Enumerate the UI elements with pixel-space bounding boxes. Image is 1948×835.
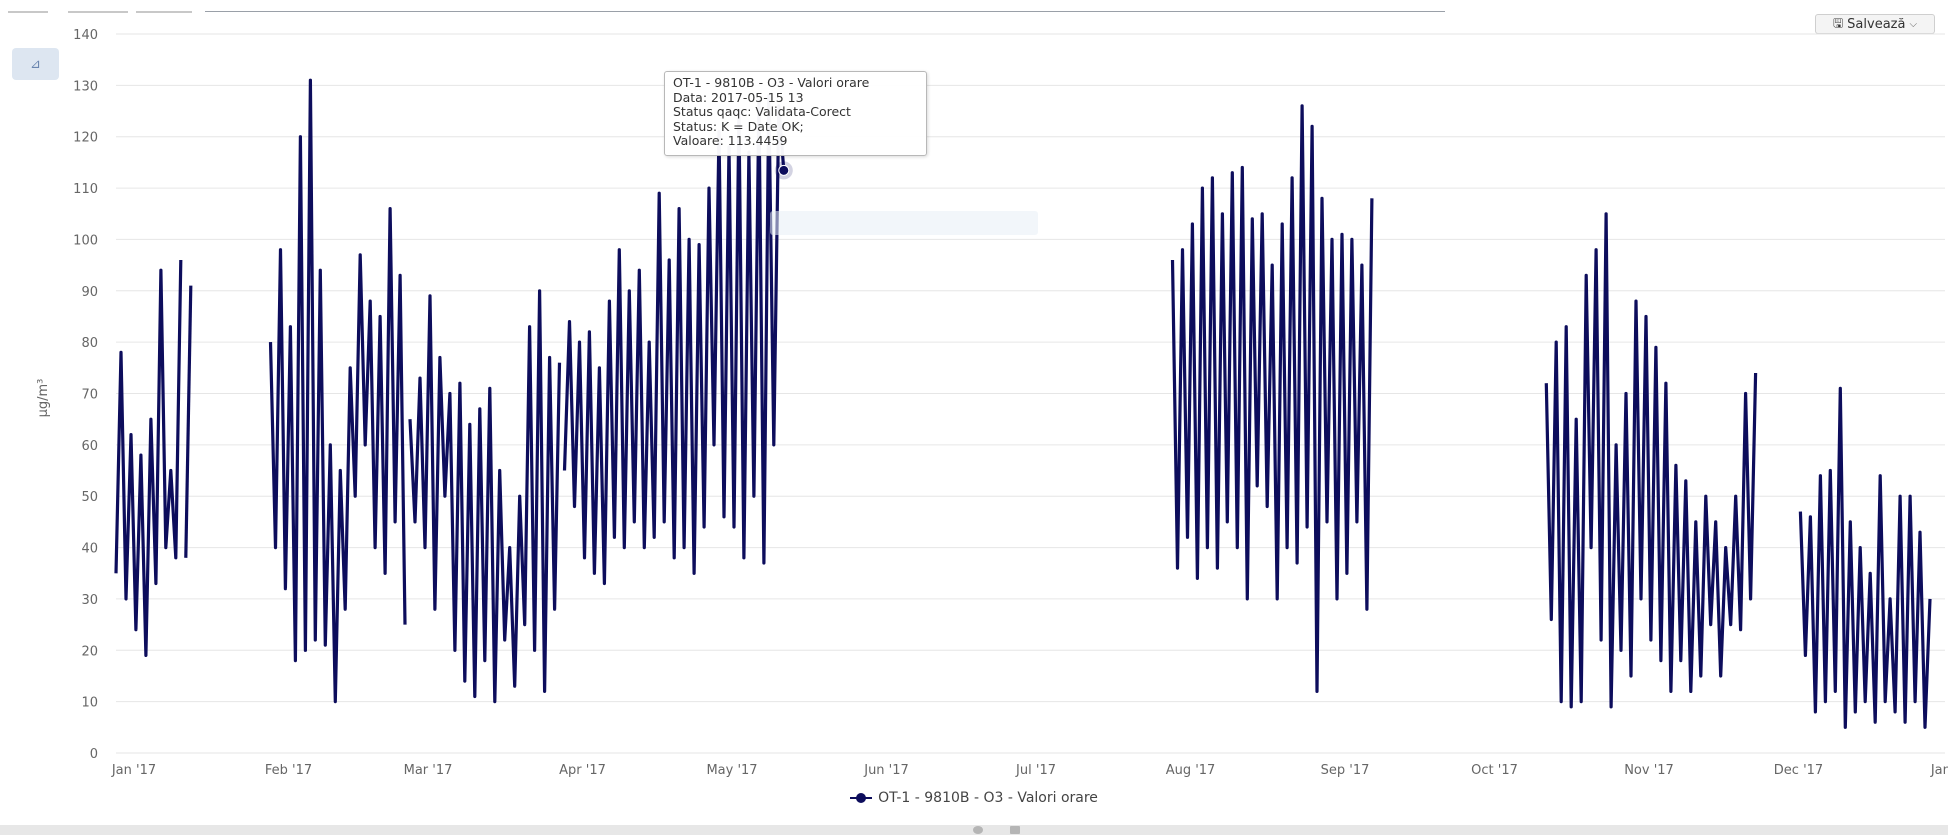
series-line-segment bbox=[184, 285, 193, 558]
series-line-segment bbox=[1798, 386, 1932, 729]
top-tab-strip bbox=[0, 0, 1948, 18]
tooltip-line: Data: 2017-05-15 13 bbox=[673, 89, 804, 105]
chart-legend[interactable]: OT-1 - 9810B - O3 - Valori orare bbox=[0, 788, 1948, 808]
tab-indicator[interactable] bbox=[8, 11, 48, 13]
x-tick-label: Mar '17 bbox=[404, 763, 453, 778]
tooltip-line: Valoare: 113.4459 bbox=[673, 133, 788, 148]
y-tick-label: 0 bbox=[90, 747, 98, 762]
x-tick-label: Oct '17 bbox=[1471, 763, 1518, 778]
series-line-segment bbox=[1544, 212, 1758, 709]
y-axis-ticks: 0 10 20 30 40 50 60 70 80 90 100 110 120 130 140 bbox=[73, 28, 98, 762]
x-tick-label: Sep '17 bbox=[1321, 763, 1370, 778]
series-line-segment bbox=[562, 93, 786, 586]
y-tick-label: 70 bbox=[81, 388, 98, 403]
save-button-label: Salvează bbox=[1847, 16, 1906, 32]
x-tick-label: Dec '17 bbox=[1774, 763, 1823, 778]
y-axis-label: µg/m³ bbox=[36, 379, 51, 418]
y-tick-label: 80 bbox=[81, 336, 98, 351]
x-tick-label: Jul '17 bbox=[1015, 763, 1056, 778]
y-tick-label: 50 bbox=[81, 490, 98, 505]
hover-marker bbox=[774, 161, 793, 180]
series-line-segment bbox=[268, 78, 407, 704]
list-icon[interactable] bbox=[1010, 826, 1020, 834]
tooltip-line: Status qaqc: Validata-Corect bbox=[673, 104, 851, 119]
tooltip-line: OT-1 - 9810B - O3 - Valori orare bbox=[673, 75, 870, 90]
y-tick-label: 60 bbox=[81, 439, 98, 454]
x-tick-label: Apr '17 bbox=[559, 763, 606, 778]
tab-indicator[interactable] bbox=[68, 11, 128, 13]
chevron-down-icon: ⌵ bbox=[1909, 18, 1918, 30]
x-tick-label: Jun '17 bbox=[863, 763, 909, 778]
y-tick-label: 30 bbox=[81, 593, 98, 608]
y-tick-label: 110 bbox=[73, 182, 98, 197]
series-line-segment bbox=[114, 259, 183, 658]
x-tick-label: May '17 bbox=[706, 763, 757, 778]
series-line-segment bbox=[408, 289, 562, 704]
y-tick-label: 10 bbox=[81, 696, 98, 711]
loading-progress-line bbox=[205, 11, 1445, 12]
series-line-segment bbox=[1170, 104, 1374, 694]
legend-series-label[interactable]: OT-1 - 9810B - O3 - Valori orare bbox=[878, 790, 1098, 806]
y-tick-label: 20 bbox=[81, 644, 98, 659]
y-tick-label: 40 bbox=[81, 542, 98, 557]
x-axis-ticks: Jan '17 Feb '17 Mar '17 Apr '17 May '17 Jun '… bbox=[111, 763, 1948, 778]
y-tick-label: 90 bbox=[81, 285, 98, 300]
x-tick-label: Jan '17 bbox=[111, 763, 156, 778]
hover-point bbox=[778, 164, 790, 176]
disk-icon: 🖫 bbox=[1832, 15, 1844, 30]
bottom-scrollbar[interactable] bbox=[0, 825, 1948, 835]
chart-menu-icon: ⊿ bbox=[30, 56, 41, 72]
x-tick-label: Jan '18 bbox=[1930, 763, 1948, 778]
y-tick-label: 100 bbox=[73, 233, 98, 248]
y-tick-label: 140 bbox=[73, 28, 98, 43]
data-tooltip: OT-1 - 9810B - O3 - Valori orare Data: 2… bbox=[664, 71, 927, 156]
y-tick-label: 120 bbox=[73, 131, 98, 146]
x-tick-label: Nov '17 bbox=[1624, 763, 1674, 778]
chart-menu-button[interactable]: ⊿ bbox=[12, 48, 59, 80]
series-lines bbox=[114, 78, 1932, 729]
tab-indicator[interactable] bbox=[136, 11, 192, 13]
legend-series-marker bbox=[850, 793, 873, 803]
x-tick-label: Feb '17 bbox=[265, 763, 312, 778]
tooltip-line: Status: K = Date OK; bbox=[673, 118, 804, 134]
x-tick-label: Aug '17 bbox=[1166, 763, 1216, 778]
faded-overlay-button[interactable] bbox=[770, 211, 1038, 235]
zoom-icon[interactable] bbox=[973, 826, 983, 834]
y-tick-label: 130 bbox=[73, 79, 98, 94]
